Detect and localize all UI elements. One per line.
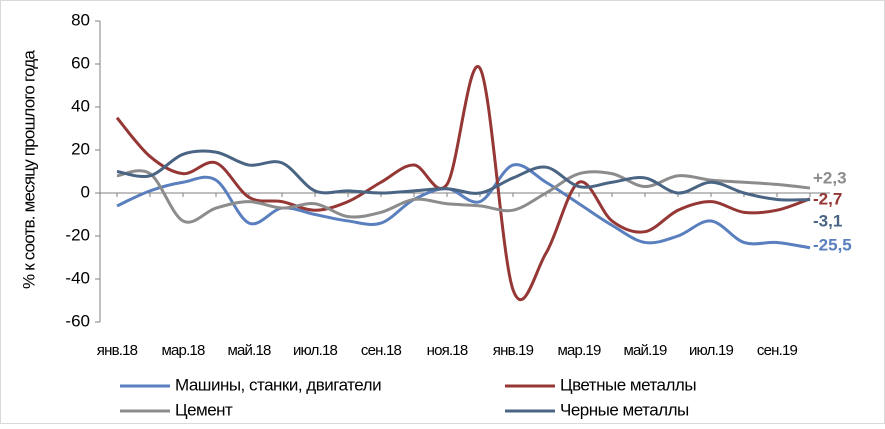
legend-label: Черные металлы: [560, 400, 689, 419]
series-line: [116, 169, 811, 224]
y-tick-label: 0: [81, 182, 90, 201]
value-label: +2,3: [813, 168, 847, 187]
x-tick-label: мар.18: [161, 342, 205, 359]
y-tick-label: 80: [71, 10, 90, 29]
x-tick-label: янв.19: [493, 342, 534, 359]
value-label: -25,5: [813, 235, 852, 254]
y-tick-label: 20: [71, 139, 90, 158]
x-tick-label: сен.18: [361, 342, 402, 359]
legend-label: Цветные металлы: [560, 375, 696, 394]
x-tick-label: янв.18: [97, 342, 138, 359]
x-tick-label: ноя.18: [427, 342, 468, 359]
series-line: [116, 149, 811, 202]
x-tick-label: июл.19: [689, 342, 734, 359]
y-tick-label: -40: [65, 268, 90, 287]
x-tick-label: мар.19: [557, 342, 601, 359]
y-tick-label: -20: [65, 225, 90, 244]
y-tick-label: 40: [71, 96, 90, 115]
legend-label: Машины, станки, двигатели: [175, 375, 381, 394]
y-axis-label: % к соотв. месяцу прошлого года: [19, 50, 38, 289]
series-line: [115, 65, 811, 301]
legend-label: Цемент: [175, 400, 233, 419]
value-label: -3,1: [813, 211, 842, 230]
x-tick-label: сен.19: [757, 342, 798, 359]
value-label: -2,7: [813, 189, 842, 208]
x-tick-label: май.18: [227, 342, 271, 359]
x-tick-label: май.19: [623, 342, 667, 359]
y-tick-label: -60: [65, 311, 90, 330]
x-tick-label: июл.18: [293, 342, 338, 359]
y-tick-label: 60: [71, 53, 90, 72]
